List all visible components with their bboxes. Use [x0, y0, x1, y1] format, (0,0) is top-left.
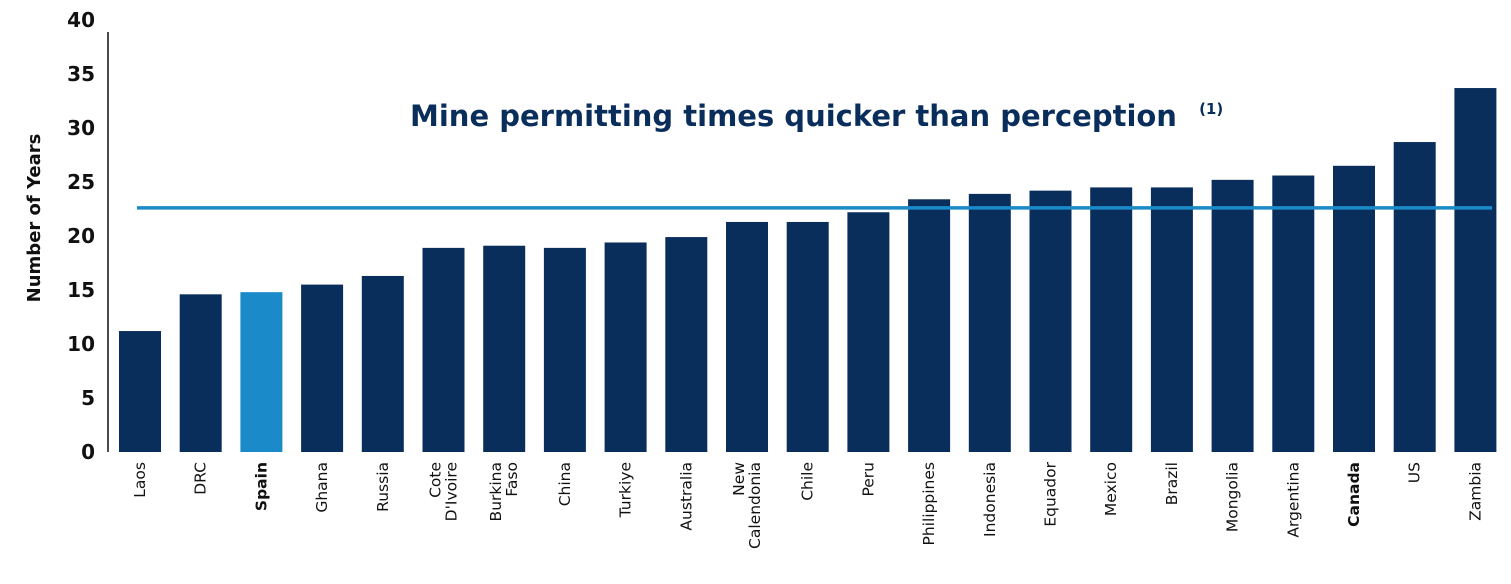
x-tick-label-line: US [1406, 462, 1424, 483]
y-axis-label: Number of Years [24, 134, 45, 303]
y-tick-label: 25 [67, 170, 95, 194]
bar [361, 275, 404, 452]
x-tick-label: Philippines [920, 462, 938, 546]
x-tick-label: Ghana [313, 462, 331, 513]
x-tick-label-line: Peru [859, 462, 877, 497]
bar [240, 292, 283, 452]
chart-title-footnote: (1) [1199, 100, 1223, 118]
x-tick-label-line: Argentina [1284, 462, 1302, 538]
x-tick-label: China [556, 462, 574, 506]
x-tick-label: Peru [859, 462, 877, 497]
bar [1150, 187, 1193, 452]
x-tick-label: CoteD'Ivoire [427, 462, 461, 521]
y-tick-label: 40 [67, 8, 95, 32]
x-tick-label-line: Equador [1042, 461, 1060, 526]
x-tick-label: Spain [252, 462, 270, 511]
x-tick-label-line: Turkiye [617, 462, 635, 518]
chart-title: Mine permitting times quicker than perce… [410, 99, 1223, 133]
x-tick-label: Argentina [1284, 462, 1302, 538]
y-tick-label: 35 [67, 62, 95, 86]
x-tick-label-line: New [730, 462, 748, 496]
bar [483, 245, 526, 452]
x-tick-label-line: Russia [374, 462, 392, 512]
x-tick-label-line: China [556, 462, 574, 506]
bar [1090, 187, 1133, 452]
y-tick-label: 30 [67, 116, 95, 140]
x-tick-label: Equador [1042, 461, 1060, 526]
bar [301, 284, 344, 452]
x-tick-label-line: Chile [799, 462, 817, 501]
bar [1211, 179, 1254, 452]
y-tick-label: 20 [67, 224, 95, 248]
x-tick-label-line: Spain [252, 462, 270, 511]
x-tick-label: US [1406, 462, 1424, 483]
x-tick-label: Mexico [1102, 462, 1120, 516]
chart-title-text: Mine permitting times quicker than perce… [410, 99, 1177, 133]
x-tick-label-line: DRC [192, 462, 210, 495]
x-tick-label: BurkinaFaso [487, 462, 521, 521]
x-tick-label-line: Burkina [487, 462, 505, 521]
x-tick-label-line: Zambia [1466, 462, 1484, 521]
bar [119, 331, 161, 452]
bar [968, 193, 1011, 452]
x-tick-label: Russia [374, 462, 392, 512]
x-tick-label-line: Brazil [1163, 462, 1181, 505]
y-tick-label: 15 [67, 278, 95, 302]
x-tick-label: Brazil [1163, 462, 1181, 505]
bar [1393, 142, 1436, 453]
x-tick-label-line: Laos [131, 462, 149, 498]
bar [665, 237, 708, 452]
bar [179, 294, 222, 452]
x-tick-label: Canada [1345, 462, 1363, 527]
x-tick-label-line: Mexico [1102, 462, 1120, 516]
y-axis: 0 5 10 15 20 25 30 35 40 [67, 8, 95, 464]
x-tick-label: DRC [192, 462, 210, 495]
x-tick-label: Zambia [1466, 462, 1484, 521]
x-tick-label-line: Ghana [313, 462, 331, 513]
bar [1454, 88, 1497, 452]
x-tick-label: NewCalendonia [730, 462, 764, 549]
bar [908, 199, 951, 452]
bar [422, 247, 465, 452]
x-tick-label-line: D'Ivoire [443, 462, 461, 521]
bar [1272, 175, 1315, 452]
y-tick-label: 10 [67, 332, 95, 356]
x-tick-label-line: Indonesia [981, 462, 999, 537]
x-tick-label-line: Philippines [920, 462, 938, 546]
x-tick-label: Indonesia [981, 462, 999, 537]
y-tick-label: 0 [81, 440, 95, 464]
x-tick-label: Mongolia [1224, 462, 1242, 532]
x-tick-label-line: Australia [677, 462, 695, 531]
x-tick-label: Australia [677, 462, 695, 531]
x-tick-label-line: Calendonia [746, 462, 764, 549]
bar [786, 221, 829, 452]
bar [604, 242, 647, 452]
x-tick-label-line: Mongolia [1224, 462, 1242, 532]
bar [1333, 165, 1375, 453]
x-tick-label: Chile [799, 462, 817, 501]
bar [726, 221, 768, 452]
x-tick-label: Laos [131, 462, 149, 498]
bars [119, 88, 1497, 453]
x-tick-label-line: Cote [427, 462, 445, 498]
bar [847, 212, 890, 452]
x-axis-tick-labels: Laos DRC Spain Ghana Russia CoteD'Ivoire Burki… [131, 461, 1484, 549]
bar [1029, 190, 1072, 452]
bar [543, 247, 586, 452]
y-tick-label: 5 [81, 386, 95, 410]
x-tick-label-line: Canada [1345, 462, 1363, 527]
x-tick-label-line: Faso [503, 462, 521, 497]
x-tick-label: Turkiye [617, 462, 635, 518]
